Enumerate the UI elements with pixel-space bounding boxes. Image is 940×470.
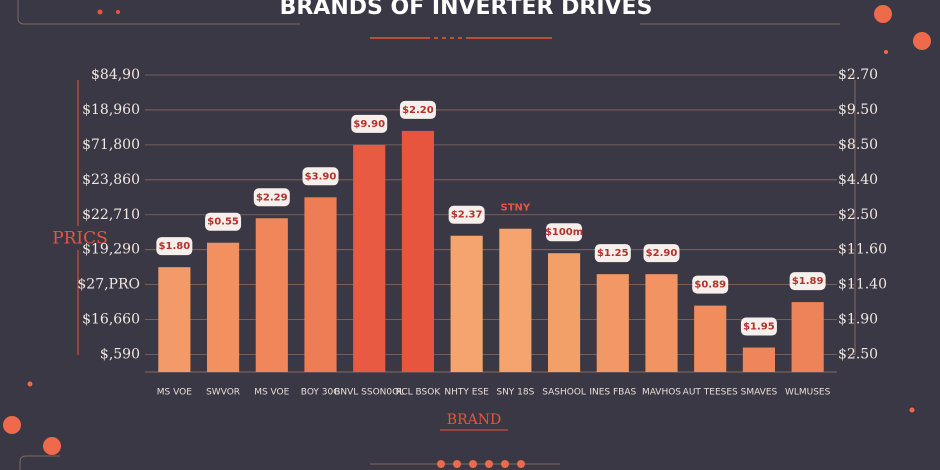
y-tick-label: $27,PRO — [77, 277, 140, 293]
bar-annotation: $2.90 — [646, 248, 678, 259]
x-tick-label: MS VOE — [157, 388, 192, 398]
label-bubble — [156, 237, 193, 256]
x-tick-label: INES FBAS — [589, 388, 636, 398]
decor-dot — [517, 460, 525, 468]
bar — [547, 253, 581, 372]
label-bubble — [692, 275, 729, 294]
bar — [742, 347, 776, 372]
bar-annotation: $2.29 — [256, 192, 288, 203]
decor-dot — [884, 50, 888, 54]
x-tick-label: SNY 18S — [496, 388, 534, 398]
label-bubble — [546, 223, 583, 242]
x-tick-label: SMAVES — [741, 388, 778, 398]
bar — [645, 274, 678, 372]
decor-dot — [469, 460, 477, 468]
y-axis-label: PRICS — [52, 229, 108, 249]
y2-tick-label: $9.50 — [838, 102, 878, 118]
label-bubble — [253, 188, 290, 207]
y-tick-label: $19,290 — [82, 242, 140, 258]
bar-annotation: $2.20 — [402, 105, 434, 116]
decor-dot — [3, 416, 21, 434]
bottom-dots — [437, 460, 525, 468]
label-bubble — [789, 272, 826, 291]
x-tick-label: RCL BSOK — [396, 388, 442, 398]
decor-dot — [453, 460, 461, 468]
y-tick-label: $,590 — [100, 347, 140, 363]
y-tick-label: $71,800 — [82, 137, 140, 153]
bar — [791, 302, 824, 372]
y2-tick-label: $4.40 — [838, 172, 878, 188]
y2-tick-label: $2.70 — [838, 67, 878, 83]
bar — [304, 197, 337, 372]
bar — [353, 144, 386, 372]
y2-tick-label: $1.90 — [838, 312, 878, 328]
y-label-bg — [60, 226, 98, 250]
label-bubble — [302, 167, 339, 186]
bar — [694, 305, 727, 372]
x-tick-label: SASHOOL — [542, 388, 586, 398]
decor-dot — [485, 460, 493, 468]
bar-annotation: $1.89 — [792, 276, 824, 287]
bar-annotation: $0.89 — [694, 280, 726, 291]
decor-dot — [437, 460, 445, 468]
label-bubble — [205, 212, 242, 231]
y-tick-label: $16,660 — [82, 312, 140, 328]
bar-annotation: $1.25 — [597, 248, 629, 259]
decor-dot — [43, 437, 61, 455]
label-bubble — [351, 114, 388, 133]
x-tick-label: WLMUSES — [785, 388, 831, 398]
y-tick-label: $18,960 — [82, 102, 140, 118]
chart-title: BRANDS OF INVERTER DRIVES — [280, 0, 653, 20]
frame-line — [19, 455, 60, 470]
bar — [158, 267, 191, 372]
y2-tick-label: $2.50 — [838, 347, 878, 363]
decor-dot — [909, 407, 915, 413]
bar-annotation: $9.90 — [353, 119, 385, 130]
y2-tick-label: $2.50 — [838, 207, 878, 223]
label-bubble — [448, 205, 485, 224]
bar — [206, 242, 240, 372]
bar-annotation: $100m — [545, 227, 583, 238]
bar-annotation: $1.95 — [743, 322, 775, 333]
decor-dot — [97, 9, 103, 15]
decor-dot — [874, 5, 892, 23]
y-tick-label: $84,90 — [91, 67, 140, 83]
label-bubble — [740, 317, 777, 336]
x-tick-label: AUT TEESES — [683, 388, 738, 398]
bar-annotation: $3.90 — [305, 171, 337, 182]
x-tick-label: SWVOR — [206, 388, 240, 398]
bar — [596, 274, 629, 372]
y2-tick-label: $11.60 — [838, 242, 887, 258]
x-tick-label: MS VOE — [254, 388, 289, 398]
x-tick-label: MAVHOS — [642, 388, 681, 398]
decor-dot — [913, 32, 931, 50]
bar — [499, 228, 532, 372]
bar-annotation: $0.55 — [207, 217, 239, 228]
bar — [255, 218, 288, 372]
frame-line — [17, 0, 300, 25]
bar — [450, 235, 483, 372]
y-tick-label: $22,710 — [82, 207, 140, 223]
x-tick-label: NHTY ESE — [444, 388, 489, 398]
label-bubble — [643, 244, 680, 263]
label-bubble — [399, 100, 436, 119]
bar — [401, 130, 435, 372]
x-tick-label: BOY 30G — [301, 388, 340, 398]
label-bubble — [594, 244, 631, 263]
y2-tick-label: $8.50 — [838, 137, 878, 153]
decor-dot — [501, 460, 509, 468]
y2-tick-label: $11.40 — [838, 277, 887, 293]
bar-annotation: $1.80 — [159, 241, 191, 252]
bar-annotation: STNY — [501, 203, 531, 214]
x-tick-label: BNVL SSON0OL — [334, 388, 404, 398]
x-axis-label: BRAND — [447, 412, 501, 428]
bar-annotation: $2.37 — [451, 210, 483, 221]
decor-dot — [27, 381, 33, 387]
y-tick-label: $23,860 — [82, 172, 140, 188]
decor-dot — [116, 10, 120, 14]
